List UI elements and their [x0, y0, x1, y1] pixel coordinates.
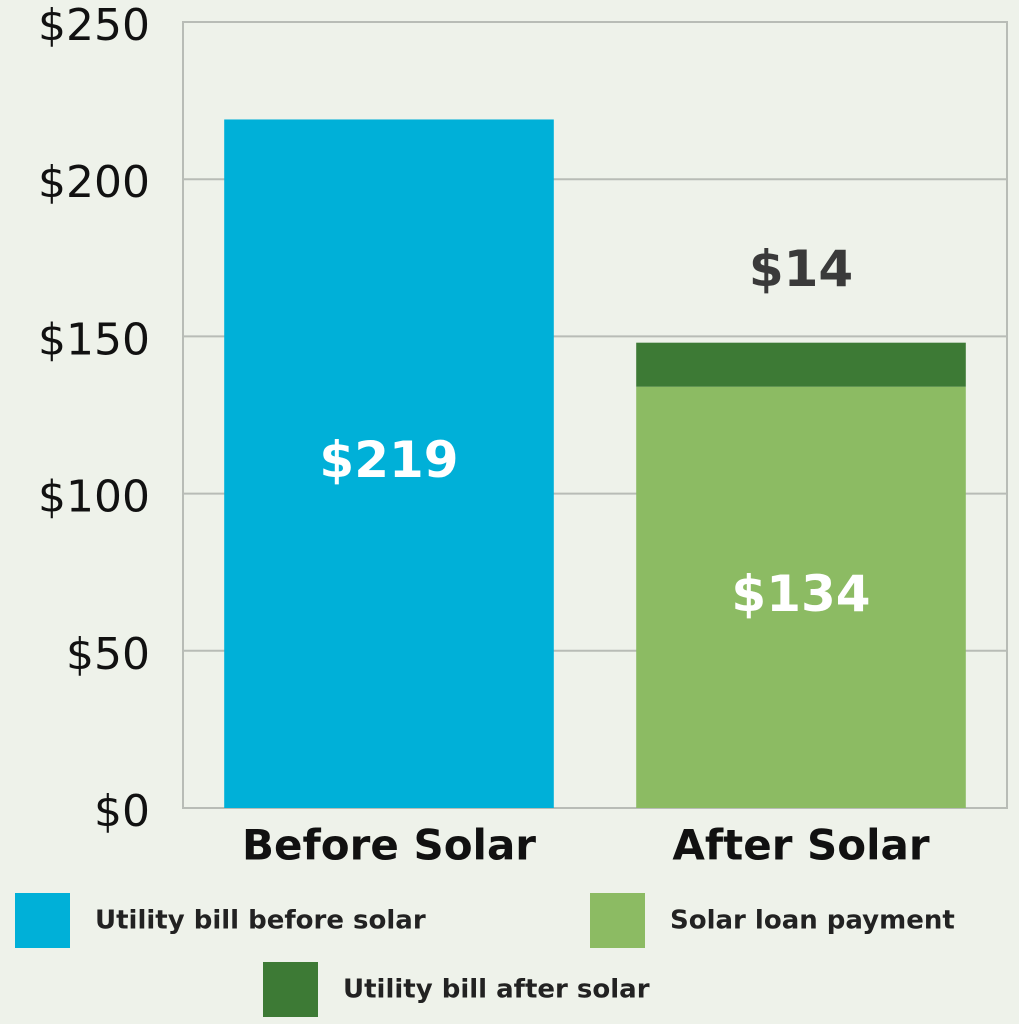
y-tick-label: $100 — [38, 472, 150, 523]
value-label: $219 — [319, 431, 458, 489]
x-tick-label: After Solar — [672, 821, 930, 870]
legend-label: Utility bill after solar — [343, 975, 650, 1005]
y-tick-label: $200 — [38, 157, 150, 208]
value-label: $134 — [731, 565, 870, 623]
bar-segment — [636, 386, 966, 808]
bar-segment — [224, 119, 554, 809]
legend-swatch — [263, 962, 318, 1017]
legend-swatch — [590, 893, 645, 948]
y-tick-label: $150 — [38, 314, 150, 365]
plot-frame — [182, 21, 1008, 809]
value-label: $14 — [749, 240, 853, 298]
legend-label: Solar loan payment — [670, 906, 955, 936]
bar-segment — [636, 342, 966, 387]
legend-label: Utility bill before solar — [95, 906, 426, 936]
y-tick-label: $50 — [66, 629, 150, 680]
y-tick-label: $250 — [38, 0, 150, 51]
x-tick-label: Before Solar — [242, 821, 536, 870]
legend-swatch — [15, 893, 70, 948]
y-tick-label: $0 — [94, 786, 150, 837]
